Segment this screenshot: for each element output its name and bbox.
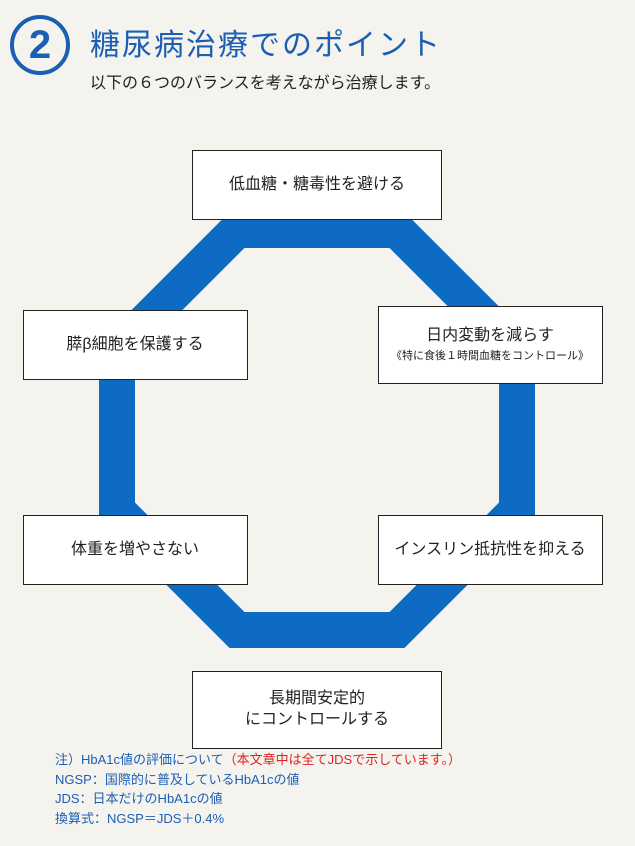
- footnote-line1-red: （本文章中は全てJDSで示しています。）: [224, 752, 461, 767]
- section-number: 2: [29, 23, 51, 68]
- node-label: 体重を増やさない: [71, 540, 199, 561]
- section-number-badge: 2: [10, 15, 70, 75]
- node-right-upper: 日内変動を減らす《特に食後１時間血糖をコントロール》: [378, 306, 603, 384]
- header: 2 糖尿病治療でのポイント 以下の６つのバランスを考えながら治療します。: [0, 0, 635, 93]
- node-label: 膵β細胞を保護する: [66, 335, 203, 356]
- title-block: 糖尿病治療でのポイント 以下の６つのバランスを考えながら治療します。: [90, 15, 442, 93]
- footnote: 注）HbA1c値の評価について（本文章中は全てJDSで示しています。） NGSP…: [55, 750, 461, 828]
- footnote-line2: NGSP：国際的に普及しているHbA1cの値: [55, 770, 461, 790]
- node-label: 日内変動を減らす: [426, 326, 554, 347]
- footnote-line4: 換算式：NGSP＝JDS＋0.4%: [55, 809, 461, 829]
- footnote-line1-prefix: 注）HbA1c値の評価について: [55, 752, 224, 767]
- node-label: 長期間安定的: [269, 689, 365, 710]
- node-bottom: 長期間安定的にコントロールする: [192, 671, 442, 749]
- node-right-lower: インスリン抵抗性を抑える: [378, 515, 603, 585]
- page-subtitle: 以下の６つのバランスを考えながら治療します。: [90, 69, 442, 93]
- node-top: 低血糖・糖毒性を避ける: [192, 150, 442, 220]
- footnote-line3: JDS：日本だけのHbA1cの値: [55, 789, 461, 809]
- page-title: 糖尿病治療でのポイント: [90, 20, 442, 64]
- node-left-lower: 体重を増やさない: [23, 515, 248, 585]
- balance-diagram: 低血糖・糖毒性を避ける日内変動を減らす《特に食後１時間血糖をコントロール》インス…: [0, 120, 635, 740]
- node-left-upper: 膵β細胞を保護する: [23, 310, 248, 380]
- footnote-line1: 注）HbA1c値の評価について（本文章中は全てJDSで示しています。）: [55, 750, 461, 770]
- node-label: 低血糖・糖毒性を避ける: [229, 175, 405, 196]
- node-label-line2: にコントロールする: [245, 710, 389, 731]
- node-label: インスリン抵抗性を抑える: [394, 540, 585, 561]
- node-sublabel: 《特に食後１時間血糖をコントロール》: [391, 349, 589, 363]
